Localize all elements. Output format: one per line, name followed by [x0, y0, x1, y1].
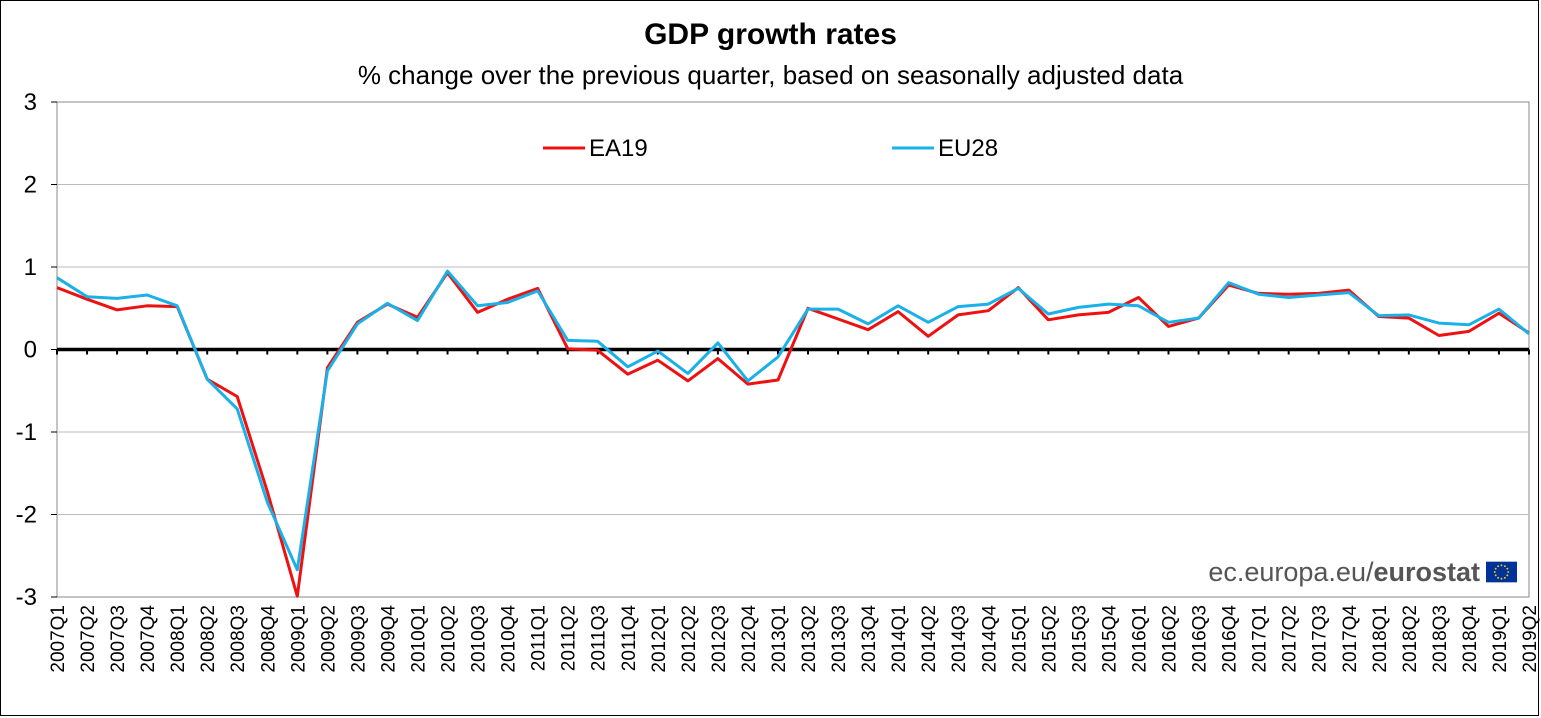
x-tick-label: 2015Q3	[1069, 605, 1090, 673]
eu-star	[1503, 565, 1506, 568]
x-tick-label: 2017Q3	[1310, 605, 1331, 673]
x-tick-label: 2008Q4	[258, 605, 279, 673]
eu-star	[1500, 564, 1503, 567]
x-tick-label: 2007Q4	[138, 605, 159, 673]
y-tick-label: -3	[16, 584, 37, 611]
x-tick-label: 2015Q1	[1009, 605, 1030, 673]
y-tick-label: 2	[24, 172, 37, 199]
legend-label-ea19: EA19	[589, 135, 648, 162]
x-tick-label: 2016Q2	[1160, 605, 1181, 673]
x-tick-label: 2008Q1	[168, 605, 189, 673]
chart-title: GDP growth rates	[644, 18, 897, 51]
x-tick-label: 2013Q2	[799, 605, 820, 673]
x-tick-label: 2018Q1	[1370, 605, 1391, 673]
x-tick-label: 2018Q2	[1400, 605, 1421, 673]
x-tick-label: 2009Q3	[348, 605, 369, 673]
eu-star	[1494, 574, 1497, 577]
x-tick-label: 2017Q1	[1250, 605, 1271, 673]
x-tick-label: 2008Q3	[228, 605, 249, 673]
eu-star	[1507, 571, 1510, 573]
x-tick-label: 2007Q2	[78, 605, 99, 673]
x-tick-label: 2016Q4	[1220, 605, 1241, 673]
eu-star	[1503, 576, 1506, 579]
x-tick-label: 2011Q1	[529, 605, 550, 671]
x-tick-label: 2014Q4	[979, 605, 1000, 673]
x-tick-label: 2009Q1	[288, 605, 309, 673]
eu-star	[1506, 567, 1509, 570]
chart-subtitle: % change over the previous quarter, base…	[357, 60, 1184, 90]
x-tick-label: 2017Q4	[1340, 605, 1361, 673]
source-brand: eurostat	[1373, 556, 1480, 587]
x-tick-label: 2018Q4	[1460, 605, 1481, 673]
x-tick-label: 2009Q2	[318, 605, 339, 673]
x-tick-label: 2007Q1	[48, 605, 69, 673]
y-tick-label: -1	[16, 419, 37, 446]
series-line-eu28	[56, 269, 1530, 572]
x-tick-label: 2017Q2	[1280, 605, 1301, 673]
x-tick-label: 2009Q4	[378, 605, 399, 673]
series-line-ea19	[56, 271, 1530, 598]
eu-star	[1493, 571, 1496, 573]
x-tick-label: 2018Q3	[1430, 605, 1451, 673]
x-tick-label: 2012Q3	[709, 605, 730, 673]
x-tick-label: 2019Q2	[1520, 605, 1541, 673]
eu-star	[1500, 577, 1503, 580]
x-tick-label: 2014Q3	[949, 605, 970, 673]
y-tick-label: -2	[16, 502, 37, 529]
eu-star	[1497, 565, 1500, 568]
legend-label-eu28: EU28	[938, 135, 998, 162]
y-tick-label: 3	[24, 89, 37, 116]
y-tick-label: 0	[24, 337, 37, 364]
x-tick-label: 2013Q3	[829, 605, 850, 673]
x-tick-label: 2010Q4	[499, 605, 520, 673]
x-tick-label: 2014Q2	[919, 605, 940, 673]
x-tick-label: 2010Q3	[469, 605, 490, 673]
x-tick-label: 2016Q1	[1129, 605, 1150, 673]
eu-flag-icon	[1486, 561, 1517, 583]
x-tick-label: 2019Q1	[1490, 605, 1511, 673]
x-tick-label: 2013Q4	[859, 605, 880, 673]
x-tick-label: 2011Q2	[559, 605, 580, 671]
x-tick-label: 2012Q4	[739, 605, 760, 673]
x-tick-label: 2015Q2	[1039, 605, 1060, 673]
eu-star	[1497, 576, 1500, 579]
x-tick-label: 2011Q4	[619, 605, 640, 672]
x-tick-label: 2014Q1	[889, 605, 910, 673]
x-tick-label: 2008Q2	[198, 605, 219, 673]
x-tick-label: 2010Q1	[408, 605, 429, 673]
x-tick-label: 2015Q4	[1099, 605, 1120, 673]
x-tick-label: 2011Q3	[589, 605, 610, 671]
x-tick-label: 2007Q3	[108, 605, 129, 673]
x-tick-label: 2016Q3	[1190, 605, 1211, 673]
x-tick-label: 2010Q2	[439, 605, 460, 673]
eu-star	[1494, 567, 1497, 570]
y-tick-label: 1	[24, 254, 37, 281]
source-url: ec.europa.eu/	[1208, 556, 1374, 587]
eu-star	[1506, 574, 1509, 577]
x-tick-label: 2012Q2	[679, 605, 700, 673]
x-tick-label: 2013Q1	[769, 605, 790, 673]
source-credit: ec.europa.eu/ eurostat	[1208, 555, 1517, 589]
x-tick-label: 2012Q1	[649, 605, 670, 673]
